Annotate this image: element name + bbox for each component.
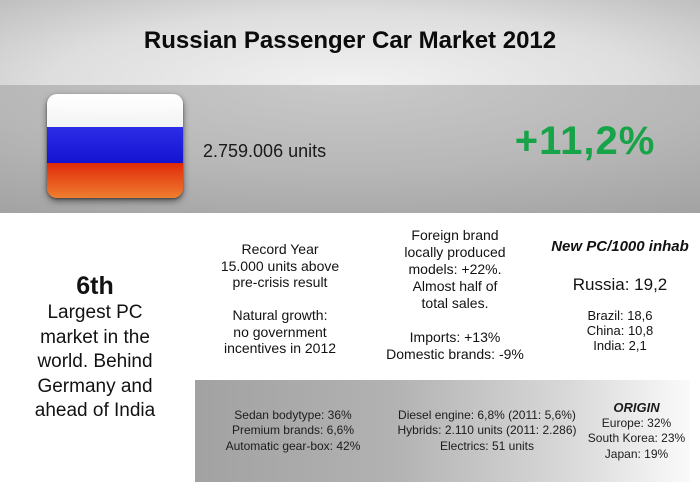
- total-units-value: 2.759.006 units: [203, 141, 327, 161]
- rank-description: Largest PC market in the world. Behind G…: [34, 302, 156, 421]
- header-background: Russian Passenger Car Market 2012: [0, 0, 700, 85]
- russia-flag-icon: [47, 94, 183, 198]
- pc-per-1000-russia: Russia: 19,2: [572, 275, 668, 294]
- origin-title: ORIGIN: [613, 399, 660, 415]
- details-panel: Sedan bodytype: 36% Premium brands: 6,6%…: [195, 380, 690, 482]
- growth-percentage: +11,2%: [514, 119, 656, 163]
- flag-stripe-red: [47, 162, 183, 198]
- origin-block: ORIGIN Europe: 32% South Korea: 23% Japa…: [583, 400, 690, 463]
- page-title: Russian Passenger Car Market 2012: [143, 27, 557, 54]
- foreign-brands-block: Foreign brand locally produced models: +…: [386, 227, 524, 362]
- pc-per-1000-others: Brazil: 18,6 China: 10,8 India: 2,1: [586, 308, 654, 353]
- engine-stats: Diesel engine: 6,8% (2011: 5,6%) Hybrids…: [397, 407, 577, 453]
- origin-stats: Europe: 32% South Korea: 23% Japan: 19%: [587, 415, 686, 461]
- pc-per-1000-title: New PC/1000 inhab: [551, 238, 689, 255]
- market-rank-block: 6th Largest PC market in the world. Behi…: [5, 271, 185, 424]
- pc-per-1000-block: New PC/1000 inhab Russia: 19,2 Brazil: 1…: [540, 237, 700, 353]
- flag-gloss-highlight: [47, 94, 183, 155]
- record-year-block: Record Year 15.000 units above pre-crisi…: [220, 241, 340, 356]
- bodytype-stats: Sedan bodytype: 36% Premium brands: 6,6%…: [225, 407, 361, 453]
- rank-number: 6th: [76, 272, 114, 300]
